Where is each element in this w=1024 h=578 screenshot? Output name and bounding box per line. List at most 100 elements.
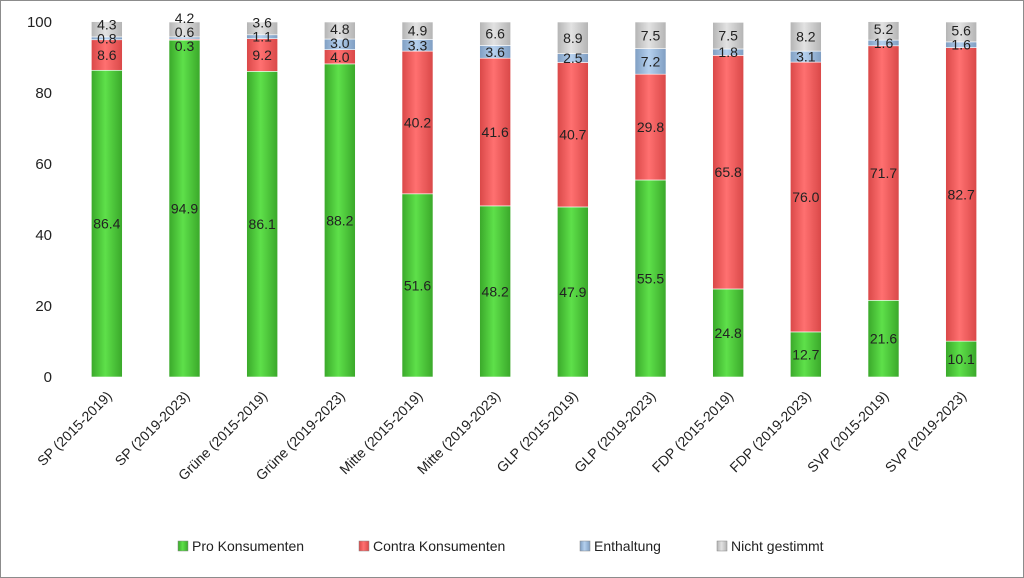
data-label-contra: 4.0	[330, 49, 350, 65]
x-category-label: SP (2019-2023)	[112, 388, 193, 469]
data-label-enthaltung: 3.0	[330, 35, 350, 51]
legend-label-pro: Pro Konsumenten	[192, 538, 304, 554]
data-label-nicht-gestimmt: 4.2	[175, 10, 195, 26]
data-label-pro: 12.7	[792, 346, 819, 362]
bar-segment-nicht-gestimmt	[246, 21, 278, 36]
legend: Pro Konsumenten Contra Konsumenten Enthalt…	[177, 538, 824, 554]
data-label-nicht-gestimmt: 5.2	[874, 21, 894, 37]
data-label-nicht-gestimmt: 4.8	[330, 21, 350, 37]
data-label-contra: 40.2	[404, 114, 431, 130]
x-category-label: Mitte (2015-2019)	[336, 388, 425, 477]
legend-swatch-pro	[177, 540, 189, 552]
legend-label-contra: Contra Konsumenten	[373, 538, 505, 554]
data-label-contra: 71.7	[870, 165, 897, 181]
x-category-label: SVP (2019-2023)	[882, 388, 970, 476]
y-tick-label: 40	[35, 227, 52, 244]
data-label-pro: 86.1	[249, 216, 276, 232]
data-label-pro: 10.1	[948, 351, 975, 367]
bar-segment-pro	[557, 206, 589, 378]
x-category-label: GLP (2019-2023)	[571, 388, 659, 476]
x-category-label: FDP (2015-2019)	[649, 388, 737, 476]
bar-segment-nicht-gestimmt	[867, 21, 900, 41]
data-label-pro: 86.4	[93, 216, 120, 232]
bar-segment-pro	[712, 288, 744, 378]
data-label-enthaltung: 7.2	[641, 53, 661, 69]
data-label-contra: 82.7	[948, 186, 975, 202]
data-label-contra: 9.2	[252, 47, 272, 63]
data-label-enthaltung: 3.3	[408, 37, 428, 53]
bar-segment-nicht-gestimmt	[168, 21, 201, 38]
y-tick-label: 100	[27, 14, 52, 31]
bar-segment-nicht-gestimmt	[557, 21, 589, 54]
data-label-nicht-gestimmt: 7.5	[641, 27, 661, 43]
bar-segment-pro	[945, 340, 977, 378]
data-label-contra: 8.6	[97, 47, 117, 63]
x-category-label: SVP (2015-2019)	[804, 388, 892, 476]
data-label-pro: 51.6	[404, 277, 431, 293]
x-axis-category-labels: SP (2015-2019)SP (2019-2023)Grüne (2015-…	[34, 388, 969, 484]
data-label-enthaltung: 1.6	[874, 35, 894, 51]
data-label-enthaltung: 2.5	[563, 50, 583, 66]
data-label-contra: 65.8	[715, 164, 742, 180]
data-label-contra: 76.0	[792, 189, 819, 205]
bar-segment-nicht-gestimmt	[945, 21, 977, 43]
data-label-pro: 88.2	[326, 212, 353, 228]
data-label-contra: 0.3	[175, 38, 195, 54]
x-category-label: SP (2015-2019)	[34, 388, 115, 469]
bar-segment-nicht-gestimmt	[790, 21, 822, 52]
data-label-enthaltung: 0.8	[97, 30, 117, 46]
data-label-pro: 94.9	[171, 201, 198, 217]
data-label-contra: 41.6	[482, 124, 509, 140]
bar-segment-pro	[867, 300, 900, 378]
bar-segment-pro	[479, 205, 511, 378]
bar-segment-nicht-gestimmt	[634, 21, 667, 49]
bars	[91, 21, 977, 378]
data-label-enthaltung: 1.1	[252, 29, 272, 45]
data-label-pro: 47.9	[559, 284, 586, 300]
legend-swatch-nicht-gestimmt	[716, 540, 728, 552]
data-label-contra: 40.7	[559, 127, 586, 143]
legend-swatch-enthaltung	[579, 540, 591, 552]
x-category-label: GLP (2015-2019)	[493, 388, 581, 476]
data-label-enthaltung: 3.1	[796, 49, 816, 65]
bar-segment-contra	[479, 57, 511, 207]
data-label-pro: 55.5	[637, 270, 664, 286]
x-category-label: FDP (2019-2023)	[726, 388, 814, 476]
y-tick-label: 60	[35, 156, 52, 173]
data-label-nicht-gestimmt: 3.6	[252, 15, 272, 31]
bar-segment-nicht-gestimmt	[91, 21, 123, 38]
data-label-nicht-gestimmt: 5.6	[951, 23, 971, 39]
data-label-nicht-gestimmt: 6.6	[485, 26, 505, 42]
bar-segment-pro	[91, 69, 123, 378]
data-label-nicht-gestimmt: 4.9	[408, 23, 428, 39]
bar-segment-pro	[246, 71, 278, 378]
data-label-enthaltung: 3.6	[485, 44, 505, 60]
bar-segment-pro	[168, 39, 201, 378]
bar-segment-nicht-gestimmt	[324, 21, 356, 40]
data-label-contra: 29.8	[637, 119, 664, 135]
bar-segment-pro	[324, 63, 356, 378]
bar-segment-nicht-gestimmt	[479, 21, 511, 46]
bar-segment-contra	[790, 61, 822, 333]
data-label-enthaltung: 0.6	[175, 24, 195, 40]
y-tick-label: 80	[35, 85, 52, 102]
bar-segment-contra	[401, 50, 434, 195]
data-label-enthaltung: 1.6	[951, 37, 971, 53]
bar-segment-pro	[790, 331, 822, 378]
y-tick-label: 20	[35, 298, 52, 315]
data-label-nicht-gestimmt: 8.9	[563, 30, 583, 46]
legend-swatch-contra	[358, 540, 370, 552]
data-label-nicht-gestimmt: 4.3	[97, 16, 117, 32]
data-label-enthaltung: 1.8	[718, 44, 738, 60]
y-tick-label: 0	[44, 369, 52, 386]
bar-segment-contra	[867, 45, 900, 301]
data-labels: 86.48.60.84.394.90.30.64.286.19.21.13.68…	[93, 10, 975, 367]
bar-segment-pro	[401, 193, 434, 378]
data-label-pro: 24.8	[715, 325, 742, 341]
bar-segment-nicht-gestimmt	[401, 21, 434, 40]
bar-segment-contra	[712, 55, 744, 290]
data-label-pro: 21.6	[870, 331, 897, 347]
legend-label-nicht-gestimmt: Nicht gestimmt	[731, 538, 824, 554]
legend-label-enthaltung: Enthaltung	[594, 538, 661, 554]
